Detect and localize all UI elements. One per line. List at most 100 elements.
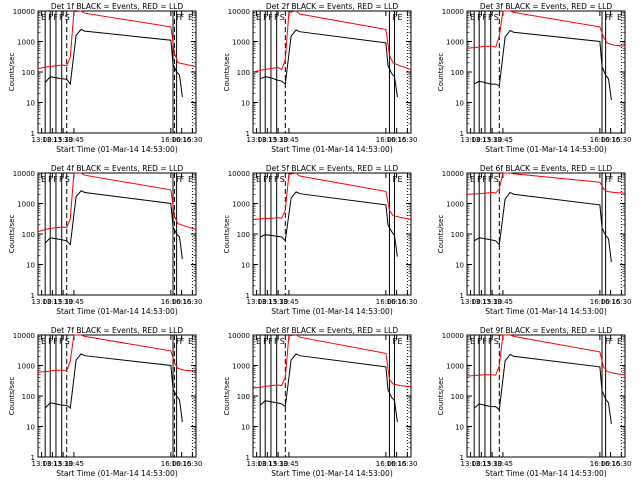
y-tick-label: 10 (26, 424, 35, 432)
flag-letter: F (53, 337, 58, 346)
x-tick-label: 13:30 (53, 460, 73, 468)
y-tick-label: 100 (237, 231, 250, 239)
y-tick-label: 1000 (17, 201, 35, 209)
y-tick-label: 1000 (232, 39, 250, 47)
flag-letter: F (274, 13, 279, 22)
flag-letter: S (65, 13, 70, 22)
y-tick-label: 100 (22, 393, 35, 401)
x-tick-label: 13:30 (268, 136, 288, 144)
y-tick-label: 100 (22, 231, 35, 239)
flag-letter: F (609, 337, 614, 346)
flag-letter: F (268, 13, 273, 22)
y-tick-label: 1 (31, 454, 35, 462)
y-tick-label: 1000 (17, 363, 35, 371)
y-axis-label: Counts/sec (8, 377, 16, 416)
y-tick-label: 10000 (442, 170, 464, 178)
events-series-line (44, 28, 183, 98)
y-tick-label: 10000 (442, 332, 464, 340)
flag-letter: E (41, 337, 46, 346)
x-tick-label: 13:30 (482, 460, 502, 468)
x-tick-label: 13:45 (493, 136, 513, 144)
y-tick-label: 1 (460, 454, 464, 462)
x-tick-label: 13:45 (64, 460, 84, 468)
x-tick-label: 16:30 (611, 298, 631, 306)
flag-letter: F (482, 175, 487, 184)
x-tick-label: 13:30 (482, 136, 502, 144)
flag-letter: E (256, 337, 261, 346)
lld-series-line (37, 172, 197, 233)
x-tick-label: 16:30 (397, 298, 417, 306)
x-tick-label: 16:00 (161, 136, 181, 144)
flag-letter: E (397, 337, 402, 346)
x-tick-label: 13:00 (246, 460, 266, 468)
flag-letter: E (470, 337, 475, 346)
y-tick-label: 100 (22, 69, 35, 77)
y-tick-label: 1000 (446, 201, 464, 209)
y-tick-label: 1 (460, 292, 464, 300)
y-tick-label: 10000 (228, 332, 250, 340)
y-axis-label: Counts/sec (437, 53, 445, 92)
flag-letter: F (263, 337, 268, 346)
y-tick-label: 10 (455, 262, 464, 270)
y-tick-label: 10 (26, 262, 35, 270)
x-tick-label: 13:45 (279, 136, 299, 144)
x-tick-label: 13:00 (460, 136, 480, 144)
lld-series-line (252, 334, 412, 389)
chart-title: Det 3f BLACK = Events, RED = LLD (480, 2, 613, 11)
events-series-line (259, 191, 398, 257)
y-tick-label: 10 (455, 100, 464, 108)
x-tick-label: 16:15 (387, 136, 407, 144)
y-axis-label: Counts/sec (437, 215, 445, 254)
y-tick-label: 1000 (446, 363, 464, 371)
flag-letter: F (268, 175, 273, 184)
flag-letter: F (482, 337, 487, 346)
flag-letter: F (59, 175, 64, 184)
events-series-line (259, 353, 398, 423)
chart-title: Det 6f BLACK = Events, RED = LLD (480, 164, 613, 173)
x-tick-label: 13:00 (246, 298, 266, 306)
x-tick-label: 13:45 (279, 460, 299, 468)
x-axis-label: Start Time (01-Mar-14 14:53:00) (271, 307, 393, 316)
x-tick-label: 13:15 (471, 460, 491, 468)
x-tick-label: 13:15 (471, 136, 491, 144)
x-axis-label: Start Time (01-Mar-14 14:53:00) (485, 145, 607, 154)
x-tick-label: 16:00 (161, 460, 181, 468)
y-axis-label: Counts/sec (8, 53, 16, 92)
flag-letter: E (617, 13, 622, 22)
chart-title: Det 7f BLACK = Events, RED = LLD (51, 326, 184, 335)
flag-letter: F (176, 337, 181, 346)
flag-letter: E (188, 13, 193, 22)
flag-letter: F (605, 13, 610, 22)
x-axis-label: Start Time (01-Mar-14 14:53:00) (485, 307, 607, 316)
x-tick-label: 13:45 (64, 136, 84, 144)
flag-letter: F (53, 175, 58, 184)
x-tick-label: 16:30 (397, 460, 417, 468)
x-tick-label: 13:45 (493, 460, 513, 468)
flag-letter: F (180, 175, 185, 184)
x-tick-label: 16:00 (376, 298, 396, 306)
flag-letter: F (605, 175, 610, 184)
flag-letter: E (41, 13, 46, 22)
flag-letter: E (188, 337, 193, 346)
x-tick-label: 16:30 (611, 136, 631, 144)
y-axis-label: Counts/sec (223, 377, 231, 416)
x-tick-label: 16:00 (376, 460, 396, 468)
y-tick-label: 10 (241, 262, 250, 270)
flag-letter: F (392, 175, 397, 184)
flag-letter: F (48, 175, 53, 184)
x-tick-label: 13:00 (31, 460, 51, 468)
flag-letter: F (392, 337, 397, 346)
flag-letter: S (65, 175, 70, 184)
y-tick-label: 10 (455, 424, 464, 432)
y-tick-label: 10000 (13, 170, 35, 178)
y-tick-label: 1 (460, 130, 464, 138)
flag-letter: S (280, 337, 285, 346)
x-tick-label: 16:00 (590, 460, 610, 468)
